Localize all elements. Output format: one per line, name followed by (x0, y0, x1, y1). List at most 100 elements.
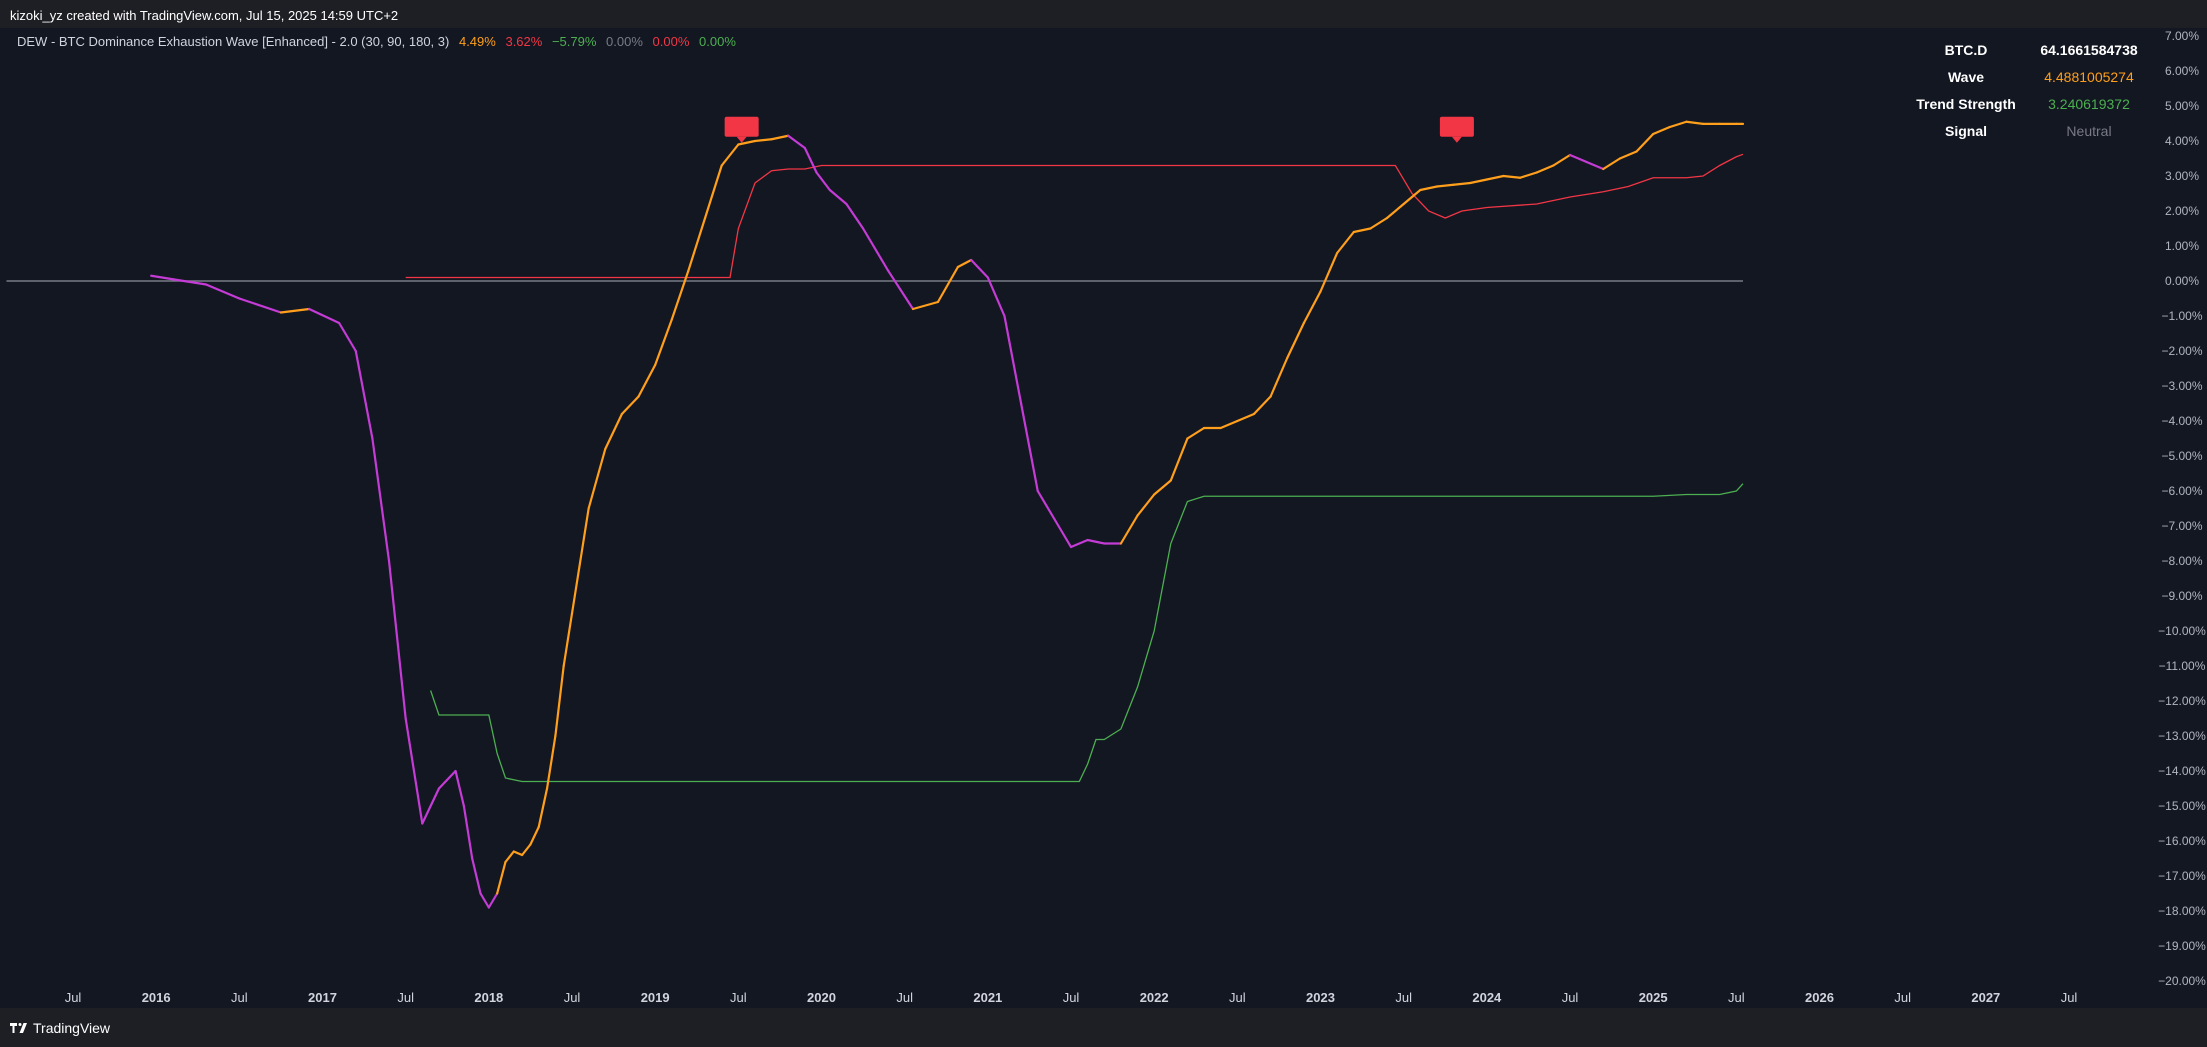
x-tick-label: 2020 (807, 990, 836, 1005)
y-tick-label: −20.00% (2158, 974, 2206, 988)
wave-segment (861, 227, 890, 272)
wave-segment (1352, 227, 1372, 234)
x-tick-label: 2027 (1971, 990, 2000, 1005)
info-row-wave: Wave 4.4881005274 (1904, 63, 2150, 90)
wave-segment (487, 892, 499, 909)
wave-segment (654, 318, 673, 367)
x-tick-label: 2018 (474, 990, 503, 1005)
info-key-btcd: BTC.D (1944, 41, 1988, 58)
wave-segment (529, 825, 540, 846)
wave-segment (1286, 321, 1305, 360)
x-tick-label: 2017 (308, 990, 337, 1005)
x-tick-label: Jul (1728, 990, 1745, 1005)
chart-panel[interactable] (0, 28, 2207, 1008)
x-tick-label: Jul (1229, 990, 1246, 1005)
x-tick-label: 2026 (1805, 990, 1834, 1005)
wave-segment (1668, 120, 1688, 129)
tradingview-label: TradingView (33, 1020, 111, 1036)
info-table: BTC.D 64.1661584738 Wave 4.4881005274 Tr… (1904, 36, 2150, 144)
lower-band-line (430, 483, 1744, 783)
info-row-signal: Signal Neutral (1904, 117, 2150, 144)
x-tick-label: 2016 (142, 990, 171, 1005)
info-value-trend: 3.240619372 (2048, 95, 2130, 112)
indicator-legend[interactable]: DEW - BTC Dominance Exhaustion Wave [Enh… (17, 34, 742, 49)
info-key-signal: Signal (1944, 122, 1987, 139)
y-tick-label: −7.00% (2161, 519, 2202, 533)
signal-marker-pointer (1451, 136, 1462, 143)
y-tick-label: −15.00% (2158, 799, 2206, 813)
wave-segment (471, 857, 482, 895)
tradingview-brand[interactable]: TradingView (10, 1020, 110, 1036)
wave-segment (404, 717, 424, 825)
y-tick-label: −10.00% (2158, 624, 2206, 638)
legend-value-upper: 3.62% (505, 34, 543, 49)
wave-segment (1019, 402, 1039, 493)
wave-segment (462, 804, 474, 860)
wave-segment (1136, 493, 1156, 517)
y-tick-label: 4.00% (2165, 134, 2199, 148)
wave-segment (570, 507, 590, 615)
legend-value-lower: −5.79% (551, 34, 597, 49)
y-tick-label: −8.00% (2161, 554, 2202, 568)
upper-band-line (405, 153, 1744, 279)
y-tick-label: 0.00% (2165, 274, 2199, 288)
wave-segment (1153, 479, 1172, 496)
wave-segment (737, 139, 757, 146)
x-tick-label: Jul (2061, 990, 2078, 1005)
wave-segment (1585, 160, 1605, 171)
wave-segment (171, 278, 208, 286)
y-tick-label: −1.00% (2161, 309, 2202, 323)
wave-segment (421, 787, 441, 825)
wave-segment (1369, 216, 1389, 230)
y-tick-label: 7.00% (2165, 29, 2199, 43)
y-tick-label: 6.00% (2165, 64, 2199, 78)
wave-segment (911, 300, 940, 311)
x-tick-label: Jul (730, 990, 747, 1005)
wave-segment (1518, 171, 1538, 179)
x-tick-label: 2025 (1639, 990, 1668, 1005)
x-tick-label: Jul (896, 990, 913, 1005)
info-row-btcd: BTC.D 64.1661584738 (1904, 36, 2150, 63)
chart-svg[interactable]: 7.00% 6.00% 5.00% 4.00% 3.00% 2.00% 1.00% 0.00%… (0, 0, 2207, 1008)
info-value-signal: Neutral (2066, 122, 2112, 139)
wave-segment (520, 843, 532, 857)
signal-marker (724, 116, 759, 137)
info-key-wave: Wave (1947, 68, 1985, 85)
x-tick-label: Jul (65, 990, 82, 1005)
wave-segment (308, 307, 341, 325)
y-tick-label: −19.00% (2158, 939, 2206, 953)
credit-text: kizoki_yz created with TradingView.com, … (10, 8, 399, 23)
y-tick-label: −11.00% (2159, 659, 2206, 673)
y-tick-label: −3.00% (2161, 379, 2202, 393)
wave-segment (1535, 164, 1555, 174)
x-tick-label: Jul (1395, 990, 1412, 1005)
y-tick-label: −12.00% (2158, 694, 2206, 708)
wave-segment (1685, 120, 1705, 125)
x-tick-label: 2023 (1306, 990, 1335, 1005)
wave-segment (670, 269, 690, 321)
y-tick-label: 3.00% (2165, 169, 2199, 183)
wave-segment (1552, 153, 1572, 167)
wave-segment (1169, 437, 1189, 482)
wave-segment (354, 349, 374, 440)
y-tick-label: 1.00% (2165, 239, 2199, 253)
wave-segment (1618, 150, 1638, 160)
x-tick-label: Jul (397, 990, 414, 1005)
y-tick-label: −6.00% (2161, 484, 2202, 498)
wave-segment (504, 850, 515, 864)
wave-segment (1053, 517, 1073, 549)
wave-segment (1252, 395, 1272, 416)
wave-segment (371, 437, 391, 563)
legend-value-wave: 4.49% (458, 34, 496, 49)
wave-segment (886, 269, 915, 311)
wave-segment (1069, 538, 1089, 549)
wave-segment (687, 216, 707, 272)
wave-segment (1319, 251, 1339, 293)
info-row-trend: Trend Strength 3.240619372 (1904, 90, 2150, 117)
wave-segment (1502, 174, 1522, 179)
wave-segment (238, 297, 283, 314)
wave-segment (1336, 230, 1355, 255)
wave-segment (437, 769, 457, 790)
wave-segment (1036, 489, 1056, 521)
signal-marker-pointer (736, 136, 747, 143)
